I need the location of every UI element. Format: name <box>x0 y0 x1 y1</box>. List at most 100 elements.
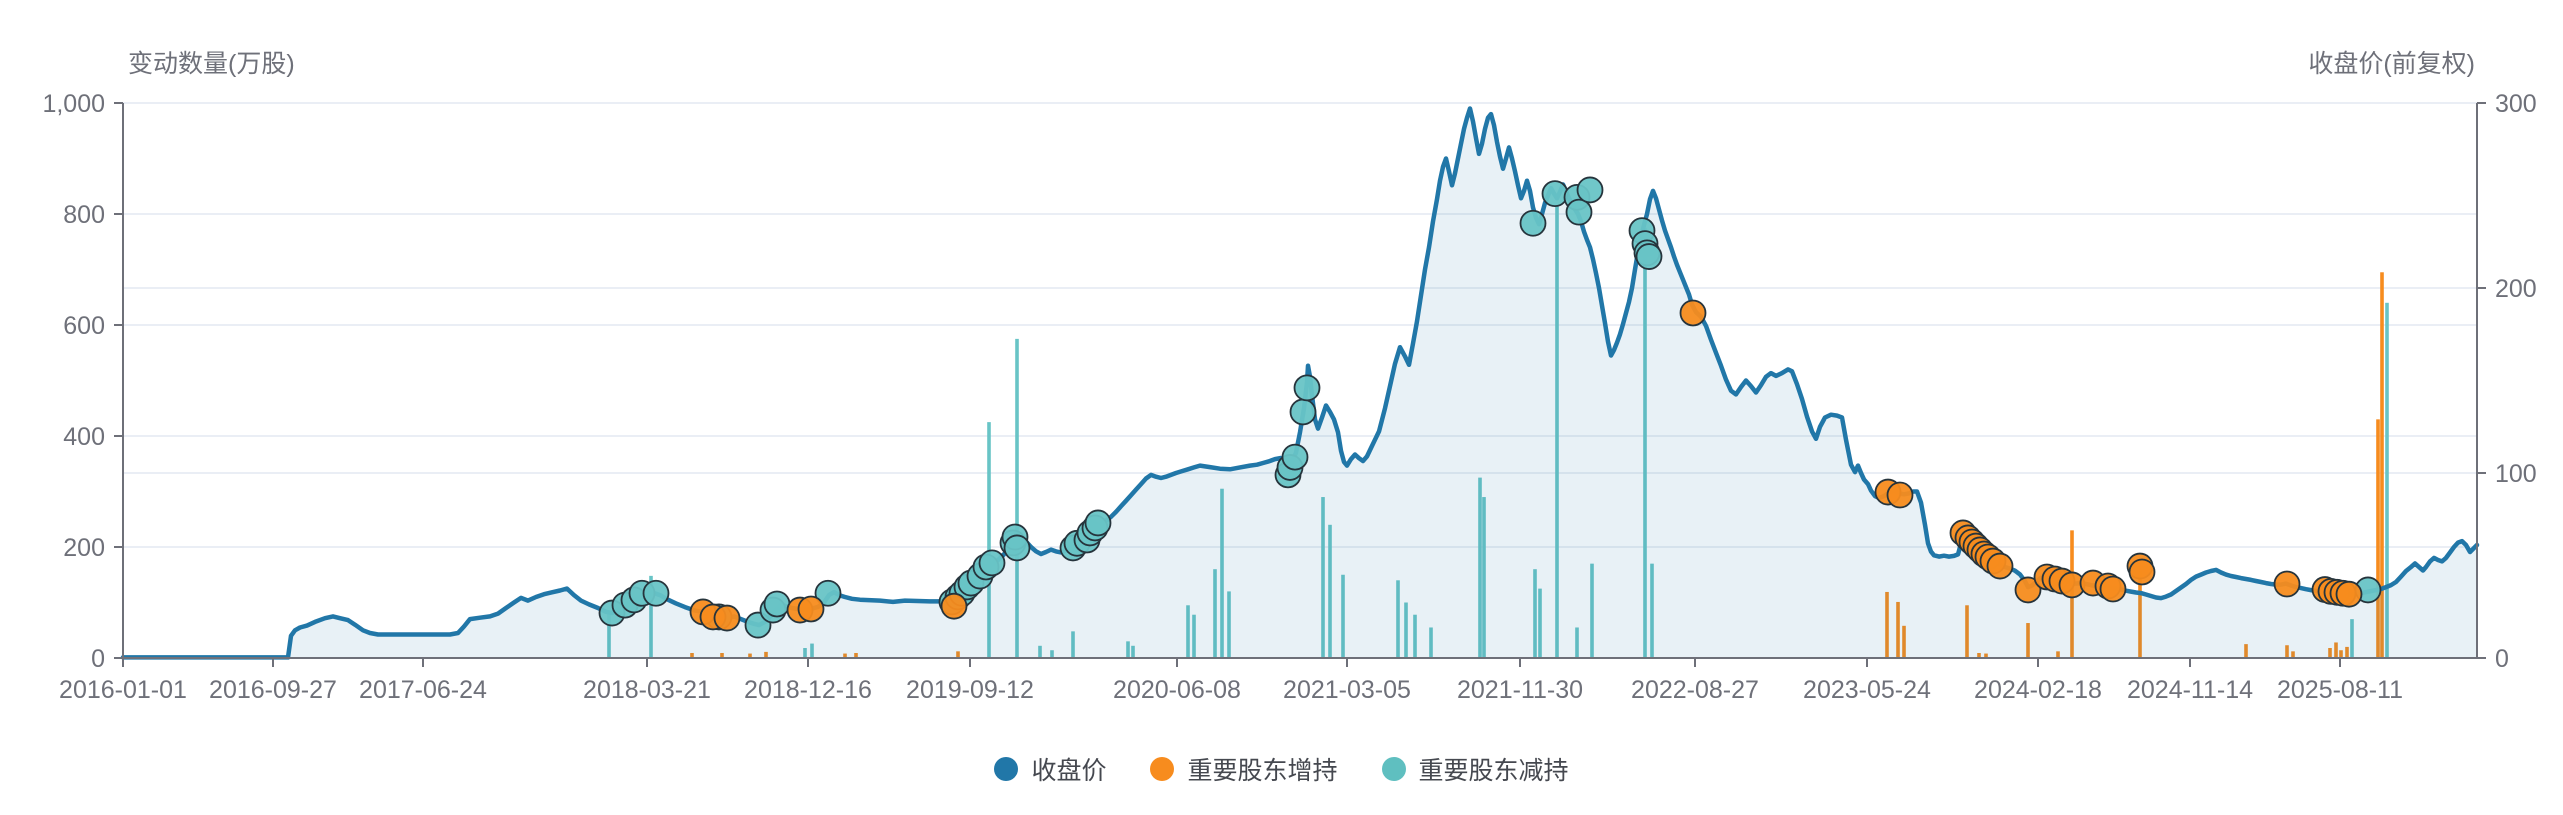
legend-label: 重要股东增持 <box>1187 757 1338 785</box>
shareholder-increase-bar <box>1977 653 1981 658</box>
shareholder-increase-marker <box>2335 580 2363 608</box>
shareholder-decrease-bar <box>1650 563 1654 658</box>
shareholder-increase-bar <box>748 653 752 658</box>
x-axis-tick-label: 2022-08-27 <box>1631 676 1759 704</box>
shareholder-decrease-bar <box>2350 619 2354 658</box>
shareholder-decrease-bar <box>1575 627 1579 658</box>
shareholder-decrease-bar <box>1590 563 1594 658</box>
shareholder-increase-marker <box>2014 576 2042 604</box>
shareholder-decrease-marker <box>1003 534 1031 562</box>
shareholder-decrease-marker <box>1565 198 1593 226</box>
shareholder-decrease-bar <box>1015 338 1019 658</box>
shareholder-increase-bar <box>1902 625 1906 658</box>
shareholder-increase-marker <box>940 592 968 620</box>
shareholder-decrease-bar <box>1131 645 1135 658</box>
shareholder-increase-bar <box>956 651 960 658</box>
close-price-dot-icon <box>994 757 1019 781</box>
shareholder-increase-bar <box>2334 642 2338 658</box>
shareholder-decrease-bar <box>1413 614 1417 658</box>
shareholder-increase-bar <box>1885 591 1889 658</box>
right-axis-tick-label: 300 <box>2495 90 2537 118</box>
shareholder-decrease-marker <box>1635 243 1663 270</box>
x-axis-tick-label: 2018-12-16 <box>744 676 872 704</box>
shareholder-decrease-bar <box>1538 588 1542 658</box>
price-area <box>123 108 2477 658</box>
shareholder-decrease-bar <box>1220 488 1224 658</box>
legend-item-shareholder-decrease[interactable]: 重要股东减持 <box>1381 751 1569 787</box>
shareholder-increase-bar <box>2345 646 2349 658</box>
left-axis-tick-label: 200 <box>63 534 105 562</box>
shareholder-increase-marker <box>2099 575 2127 603</box>
shareholder-decrease-bar <box>607 610 611 658</box>
x-axis-tick-label: 2023-05-24 <box>1803 676 1931 704</box>
shareholder-decrease-marker <box>1281 443 1309 471</box>
left-axis-tick-label: 0 <box>91 645 105 673</box>
legend-label: 重要股东减持 <box>1418 757 1569 785</box>
shareholder-decrease-bar <box>803 648 807 658</box>
shareholder-increase-bar <box>843 653 847 658</box>
shareholder-decrease-bar <box>1555 205 1559 659</box>
shareholder-decrease-marker <box>1084 509 1112 537</box>
shareholder-decrease-bar <box>1038 645 1042 658</box>
shareholder-decrease-marker <box>642 579 670 607</box>
x-axis-tick-label: 2017-06-24 <box>359 676 487 704</box>
x-axis-tick-label: 2024-02-18 <box>1974 676 2102 704</box>
shareholder-increase-bar <box>2328 648 2332 658</box>
shareholder-increase-bar <box>2026 623 2030 658</box>
shareholder-increase-bar <box>2291 651 2295 658</box>
x-axis-tick-label: 2018-03-21 <box>583 676 711 704</box>
x-axis-tick-label: 2021-03-05 <box>1283 676 1411 704</box>
shareholder-increase-bar <box>764 651 768 658</box>
left-axis-tick-label: 400 <box>63 423 105 451</box>
shareholder-decrease-marker <box>1576 176 1604 204</box>
shareholder-decrease-bar <box>1328 524 1332 658</box>
shareholder-decrease-bar <box>1404 602 1408 658</box>
shareholder-decrease-bar <box>1050 650 1054 658</box>
shareholder-decrease-bar <box>1126 641 1130 658</box>
legend-label: 收盘价 <box>1031 757 1107 785</box>
shareholder-increase-marker <box>797 595 825 623</box>
legend-item-close-price[interactable]: 收盘价 <box>994 751 1106 787</box>
shareholder-increase-dot-icon <box>1150 757 1175 781</box>
legend-item-shareholder-increase[interactable]: 重要股东增持 <box>1150 751 1338 787</box>
shareholder-decrease-bar <box>1643 227 1647 658</box>
shareholder-increase-bar <box>1965 605 1969 658</box>
shareholder-decrease-bar <box>649 575 653 658</box>
shareholder-increase-bar <box>1984 653 1988 658</box>
x-axis-tick-label: 2016-09-27 <box>209 676 337 704</box>
shareholder-decrease-bar <box>2385 302 2389 658</box>
shareholder-decrease-bar <box>1429 627 1433 658</box>
shareholder-decrease-bar <box>1478 477 1482 658</box>
shareholder-decrease-bar <box>1071 631 1075 658</box>
shareholder-increase-bar <box>2380 272 2384 658</box>
left-axis-tick-label: 600 <box>63 312 105 340</box>
shareholder-increase-bar <box>2339 650 2343 658</box>
left-axis-tick-label: 800 <box>63 201 105 229</box>
shareholder-decrease-marker <box>978 549 1006 577</box>
shareholder-increase-marker <box>1986 552 2014 580</box>
right-axis-tick-label: 0 <box>2495 645 2509 673</box>
left-axis-title: 变动数量(万股) <box>128 50 295 78</box>
x-axis-tick-label: 2020-06-08 <box>1113 676 1241 704</box>
shareholder-decrease-marker <box>763 590 791 618</box>
shareholder-decrease-marker <box>1519 209 1547 237</box>
shareholder-decrease-bar <box>1321 497 1325 658</box>
shareholder-decrease-marker <box>814 579 842 607</box>
shareholder-decrease-bar <box>810 643 814 658</box>
shareholder-increase-bar <box>2244 644 2248 658</box>
x-axis-tick-label: 2024-11-14 <box>2127 676 2253 704</box>
shareholder-decrease-dot-icon <box>1381 757 1406 781</box>
shareholder-increase-marker <box>1886 481 1914 509</box>
shareholder-decrease-bar <box>1396 580 1400 658</box>
shareholder-increase-bar <box>720 653 724 658</box>
shareholder-decrease-bar <box>1482 497 1486 658</box>
shareholder-increase-bar <box>2376 419 2380 658</box>
shareholder-decrease-bar <box>1533 569 1537 658</box>
shareholder-decrease-bar <box>1213 569 1217 658</box>
shareholder-decrease-marker <box>1289 398 1317 426</box>
shareholder-decrease-bar <box>1341 574 1345 658</box>
x-axis-tick-label: 2016-01-01 <box>59 676 187 704</box>
x-axis-tick-label: 2025-08-11 <box>2277 676 2403 704</box>
shareholder-decrease-bar <box>1186 605 1190 658</box>
